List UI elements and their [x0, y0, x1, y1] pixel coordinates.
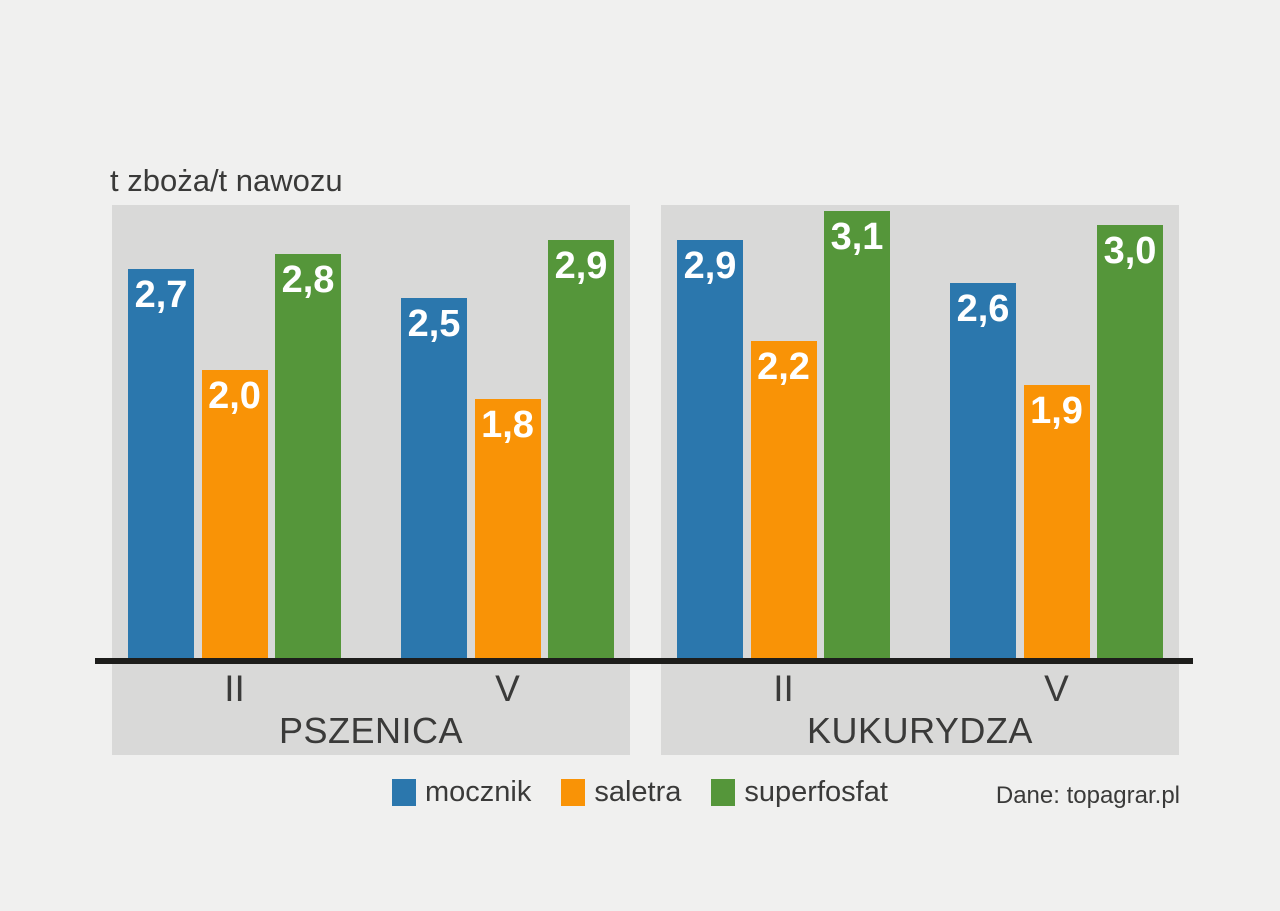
group-label-ii-pszenica: II: [224, 668, 245, 709]
bar-pszenica-ii-saletra: 2,0: [201, 370, 268, 660]
bar-kukurydza-ii-saletra: 2,2: [750, 341, 817, 660]
bar-value-label: 2,2: [757, 346, 810, 388]
bar-pszenica-v-mocznik: 2,5: [401, 297, 467, 660]
x-axis-line: [95, 658, 1193, 664]
panel-pszenica: 2,7 2,0 2,8 II 2,5 1,8 2,9 V PSZENICA: [112, 205, 630, 755]
bar-pszenica-ii-mocznik: 2,7: [128, 268, 194, 660]
bar-value-label: 3,1: [830, 215, 884, 258]
legend-item-saletra: saletra: [561, 778, 681, 807]
group-label-ii-kukurydza: II: [773, 668, 794, 709]
group-label-v-kukurydza: V: [1044, 668, 1069, 709]
bar-value-label: 2,0: [208, 375, 261, 417]
legend-item-label: superfosfat: [744, 776, 888, 808]
bar-value-label: 2,9: [554, 244, 608, 287]
bar-kukurydza-v-saletra: 1,9: [1023, 384, 1090, 660]
legend-item-label: mocznik: [425, 776, 532, 808]
legend-item-superfosfat: superfosfat: [711, 776, 888, 808]
bar-value-label: 2,8: [281, 259, 335, 301]
axis-unit-label: t zboża/t nawozu: [110, 163, 343, 198]
bar-value-label: 1,9: [1030, 389, 1083, 432]
bar-value-label: 3,0: [1103, 230, 1157, 272]
bar-value-label: 2,7: [134, 273, 188, 316]
bar-kukurydza-ii-mocznik: 2,9: [677, 239, 743, 660]
legend-swatch-icon-superfosfat: [711, 779, 736, 806]
bar-pszenica-v-saletra: 1,8: [474, 399, 541, 660]
bar-kukurydza-ii-superfosfat: 3,1: [824, 210, 890, 660]
bar-kukurydza-v-mocznik: 2,6: [950, 283, 1016, 660]
group-label-v-pszenica: V: [495, 668, 520, 709]
bar-value-label: 1,8: [481, 404, 534, 446]
bar-kukurydza-v-superfosfat: 3,0: [1097, 225, 1163, 660]
legend-item-label: saletra: [594, 776, 682, 808]
panel-caption-pszenica: PSZENICA: [278, 710, 464, 751]
legend-swatch-icon-mocznik: [392, 779, 416, 806]
panel-caption-kukurydza: KUKURYDZA: [807, 710, 1033, 751]
bar-value-label: 2,5: [407, 302, 461, 345]
legend: mocznik saletra superfosfat: [392, 778, 888, 807]
source-credit: Dane: topagrar.pl: [995, 782, 1180, 809]
bar-pszenica-v-superfosfat: 2,9: [548, 239, 614, 660]
bar-pszenica-ii-superfosfat: 2,8: [275, 254, 341, 660]
legend-item-mocznik: mocznik: [392, 778, 531, 807]
bar-value-label: 2,9: [683, 244, 737, 287]
legend-swatch-icon-saletra: [561, 779, 586, 806]
panel-kukurydza: 2,9 2,2 3,1 II 2,6 1,9 3,0 V KUKURYDZA: [661, 205, 1179, 755]
bar-value-label: 2,6: [956, 288, 1010, 330]
